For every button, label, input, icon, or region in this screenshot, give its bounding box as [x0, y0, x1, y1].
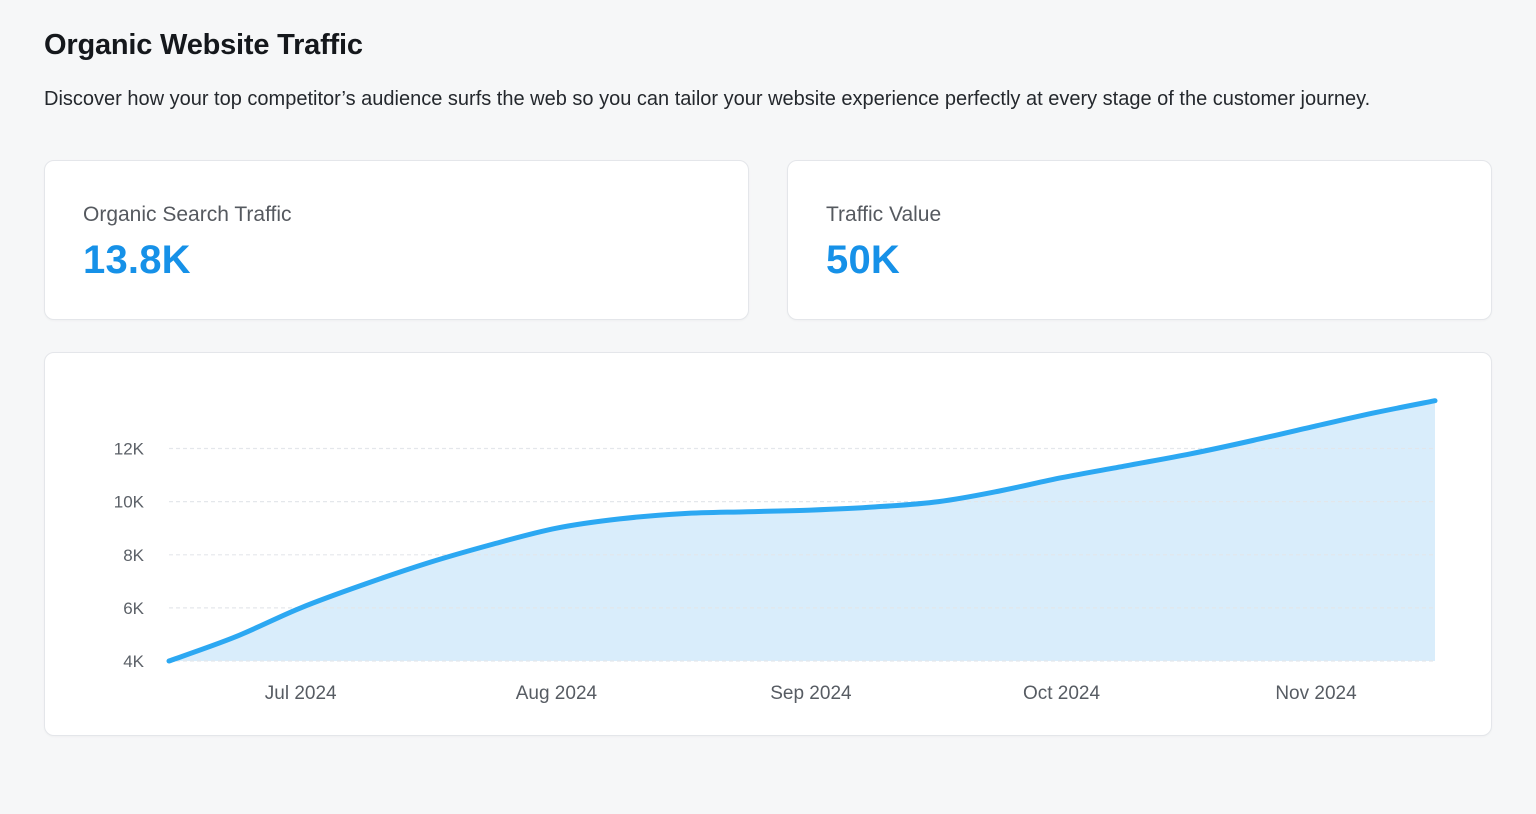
stat-value: 50K: [826, 238, 900, 282]
traffic-chart-svg[interactable]: 4K 6K 8K 10K 12K Jul 2024 Aug 2024 Sep 2024 Oct …: [45, 353, 1492, 736]
chart-y-tick-label: 4K: [123, 652, 144, 671]
stat-label: Organic Search Traffic: [83, 203, 292, 226]
page-description: Discover how your top competitor’s audie…: [44, 88, 1371, 110]
chart-x-tick-label: Sep 2024: [770, 683, 852, 704]
chart-line: [166, 398, 1438, 664]
chart-y-tick-label: 12K: [114, 440, 145, 459]
chart-area-fill: [169, 400, 1435, 661]
stat-card-organic-search-traffic: Organic Search Traffic 13.8K: [44, 160, 749, 320]
stat-card-traffic-value: Traffic Value 50K: [787, 160, 1492, 320]
chart-x-tick-label: Nov 2024: [1275, 683, 1357, 704]
stat-label: Traffic Value: [826, 203, 942, 226]
stat-value: 13.8K: [83, 238, 191, 282]
chart-x-tick-label: Jul 2024: [265, 683, 337, 704]
chart-x-tick-label: Aug 2024: [516, 683, 598, 704]
main-content: Organic Website Traffic Discover how you…: [44, 29, 1492, 736]
chart-card: 4K 6K 8K 10K 12K Jul 2024 Aug 2024 Sep 2024 Oct …: [44, 352, 1492, 736]
chart-y-tick-label: 8K: [123, 546, 144, 565]
chart-y-tick-label: 10K: [114, 493, 145, 512]
page-title: Organic Website Traffic: [44, 29, 363, 61]
stats-row: Organic Search Traffic 13.8K Traffic Val…: [44, 160, 1492, 320]
chart-x-tick-label: Oct 2024: [1023, 683, 1101, 704]
chart-y-tick-label: 6K: [123, 599, 144, 618]
